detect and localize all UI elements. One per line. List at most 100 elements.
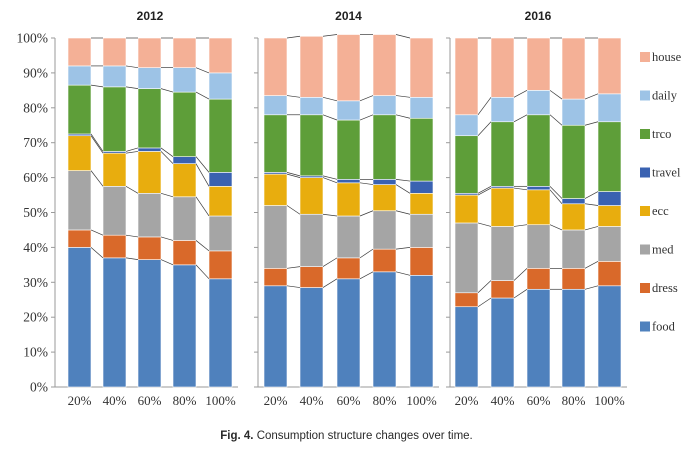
bar-ecc: [67, 135, 92, 171]
legend-label-med: med: [652, 243, 674, 257]
bar-house: [561, 37, 586, 100]
series-connector: [90, 133, 104, 152]
bar-food: [102, 257, 127, 388]
bar-med: [67, 170, 92, 231]
series-connector: [477, 186, 492, 194]
bar-food: [561, 288, 586, 388]
series-connector: [477, 297, 492, 308]
series-connector: [286, 285, 301, 288]
bar-dress: [299, 266, 324, 288]
bar-med: [372, 210, 397, 250]
bar-house: [263, 37, 288, 96]
bar-daily: [137, 67, 162, 89]
x-tick-label: 20%: [455, 393, 479, 408]
bar-daily: [263, 95, 288, 116]
series-connector: [359, 114, 374, 121]
series-connector: [125, 86, 139, 89]
bar-daily: [372, 95, 397, 116]
series-connector: [477, 280, 492, 294]
bar-trco: [263, 114, 288, 173]
figure-caption: Fig. 4. Consumption structure changes ov…: [0, 430, 693, 442]
x-tick-label: 40%: [300, 393, 324, 408]
y-tick-label: 90%: [23, 65, 48, 80]
bar-trco: [454, 135, 479, 194]
figure-caption-label: Fig. 4.: [220, 430, 254, 442]
bar-daily: [526, 90, 551, 116]
bar-med: [172, 196, 197, 241]
legend-swatch-ecc: [640, 206, 650, 216]
series-connector: [584, 121, 599, 126]
bar-travel: [172, 156, 197, 164]
bar-trco: [299, 114, 324, 177]
y-tick-label: 50%: [23, 205, 48, 220]
bar-travel: [208, 172, 233, 187]
series-connector: [359, 248, 374, 259]
legend-swatch-med: [640, 244, 650, 255]
bar-ecc: [490, 187, 515, 227]
y-tick-label: 70%: [23, 135, 48, 150]
bar-house: [67, 37, 92, 67]
bar-food: [372, 271, 397, 388]
y-tick-label: 0%: [30, 380, 48, 395]
bar-food: [454, 306, 479, 388]
bar-food: [490, 297, 515, 388]
series-connector: [90, 170, 104, 187]
legend-swatch-trco: [640, 129, 650, 139]
bar-med: [409, 213, 434, 248]
bar-travel: [409, 180, 434, 194]
series-connector: [584, 203, 599, 206]
series-connector: [584, 93, 599, 100]
x-tick-label: 80%: [173, 393, 197, 408]
bar-ecc: [102, 152, 127, 187]
series-connector: [125, 234, 139, 238]
y-tick-label: 60%: [23, 170, 48, 185]
bar-house: [597, 37, 622, 95]
series-connector: [513, 224, 528, 227]
panel-title: 2014: [335, 9, 362, 23]
series-connector: [90, 229, 104, 236]
bar-house: [336, 34, 361, 102]
x-tick-label: 40%: [491, 393, 515, 408]
bar-trco: [67, 84, 92, 135]
series-connector: [286, 172, 301, 177]
bar-dress: [102, 234, 127, 259]
series-connector: [125, 65, 139, 69]
bar-travel: [561, 198, 586, 205]
bar-dress: [336, 257, 361, 280]
bar-trco: [102, 86, 127, 152]
series-connector: [286, 205, 301, 215]
bar-ecc: [454, 194, 479, 224]
bar-house: [299, 35, 324, 98]
bar-trco: [490, 121, 515, 187]
series-connector: [286, 95, 301, 98]
bar-dress: [372, 248, 397, 273]
bar-trco: [336, 119, 361, 180]
series-connector: [195, 91, 210, 100]
series-connector: [195, 163, 210, 187]
bar-daily: [336, 100, 361, 121]
series-connector: [322, 257, 338, 267]
bar-trco: [372, 114, 397, 180]
bar-dress: [172, 240, 197, 266]
series-connector: [549, 186, 563, 199]
bar-med: [490, 226, 515, 281]
bar-ecc: [372, 184, 397, 212]
bar-trco: [172, 91, 197, 157]
series-connector: [90, 247, 104, 259]
series-connector: [195, 156, 210, 173]
bar-house: [208, 37, 233, 74]
bar-dress: [208, 250, 233, 280]
series-connector: [160, 147, 174, 157]
bar-travel: [137, 147, 162, 152]
series-connector: [513, 90, 528, 98]
series-connector: [90, 135, 104, 154]
bar-daily: [208, 72, 233, 100]
series-connector: [195, 67, 210, 74]
bar-ecc: [526, 189, 551, 226]
x-tick-label: 60%: [138, 393, 162, 408]
series-connector: [395, 178, 411, 182]
x-tick-label: 100%: [205, 393, 236, 408]
bar-dress: [597, 261, 622, 287]
series-connector: [549, 114, 563, 126]
bar-ecc: [137, 151, 162, 194]
